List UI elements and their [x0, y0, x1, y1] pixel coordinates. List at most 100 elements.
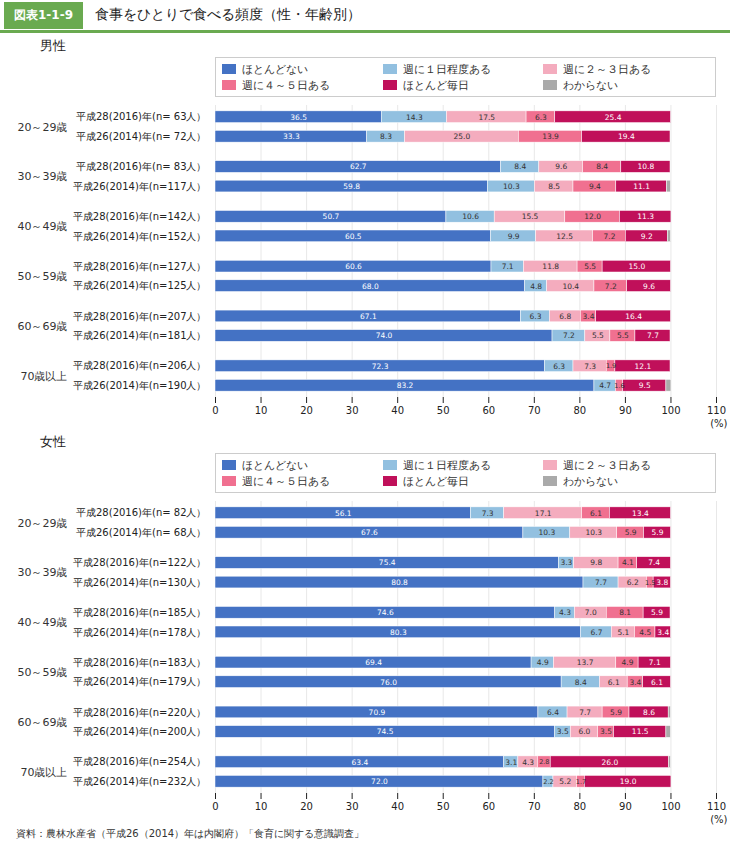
svg-text:7.1: 7.1	[502, 262, 514, 271]
svg-text:11.1: 11.1	[633, 182, 650, 191]
svg-text:100: 100	[661, 801, 680, 812]
svg-text:11.5: 11.5	[632, 727, 649, 736]
svg-text:10.3: 10.3	[503, 182, 520, 191]
svg-text:6.8: 6.8	[559, 312, 571, 321]
svg-text:70: 70	[528, 801, 541, 812]
svg-text:4.9: 4.9	[621, 658, 633, 667]
svg-text:110: 110	[707, 405, 726, 416]
svg-text:1.9: 1.9	[606, 362, 616, 370]
svg-text:20～29歳: 20～29歳	[18, 517, 68, 530]
svg-text:6.0: 6.0	[578, 727, 590, 736]
svg-text:56.1: 56.1	[335, 509, 352, 518]
svg-text:74.0: 74.0	[376, 331, 393, 340]
svg-text:20: 20	[300, 405, 313, 416]
svg-text:17.1: 17.1	[535, 509, 552, 518]
svg-text:6.3: 6.3	[529, 312, 541, 321]
svg-text:平成26(2014)年(n=125人）: 平成26(2014)年(n=125人）	[73, 280, 207, 291]
svg-text:10.3: 10.3	[538, 528, 555, 537]
svg-text:80: 80	[573, 801, 586, 812]
svg-text:8.5: 8.5	[548, 182, 560, 191]
svg-text:8.4: 8.4	[596, 162, 608, 171]
svg-text:6.3: 6.3	[553, 362, 565, 371]
svg-text:平成28(2016)年(n= 83人）: 平成28(2016)年(n= 83人）	[76, 161, 207, 172]
svg-text:5.9: 5.9	[610, 708, 622, 717]
svg-text:80: 80	[573, 405, 586, 416]
svg-text:50～59歳: 50～59歳	[18, 666, 68, 679]
svg-text:10: 10	[255, 801, 268, 812]
svg-text:7.4: 7.4	[648, 558, 660, 567]
svg-text:7.7: 7.7	[579, 708, 591, 717]
svg-text:10.3: 10.3	[585, 528, 602, 537]
svg-text:平成26(2014)年(n=200人）: 平成26(2014)年(n=200人）	[73, 726, 207, 737]
svg-text:8.4: 8.4	[575, 678, 587, 687]
svg-text:平成28(2016)年(n= 82人）: 平成28(2016)年(n= 82人）	[76, 507, 207, 518]
svg-text:4.5: 4.5	[639, 628, 651, 637]
svg-text:14.3: 14.3	[406, 113, 423, 122]
svg-text:6.4: 6.4	[547, 708, 559, 717]
svg-text:平成28(2016)年(n=206人）: 平成28(2016)年(n=206人）	[73, 360, 207, 371]
svg-text:平成28(2016)年(n=185人）: 平成28(2016)年(n=185人）	[73, 607, 207, 618]
svg-text:60: 60	[482, 801, 495, 812]
svg-text:5.9: 5.9	[652, 528, 664, 537]
svg-text:59.8: 59.8	[343, 182, 360, 191]
svg-text:平成26(2014)年(n=179人）: 平成26(2014)年(n=179人）	[73, 676, 207, 687]
svg-text:62.7: 62.7	[350, 162, 367, 171]
svg-text:40～49歳: 40～49歳	[18, 616, 68, 629]
svg-text:1.7: 1.7	[576, 778, 586, 786]
svg-text:50: 50	[437, 801, 450, 812]
svg-text:7.2: 7.2	[605, 282, 617, 291]
svg-text:70歳以上: 70歳以上	[21, 370, 68, 383]
svg-text:7.3: 7.3	[482, 509, 494, 518]
svg-text:16.4: 16.4	[625, 312, 642, 321]
svg-text:10.8: 10.8	[638, 162, 655, 171]
svg-text:74.6: 74.6	[377, 608, 394, 617]
svg-text:60: 60	[482, 405, 495, 416]
svg-text:9.4: 9.4	[589, 182, 601, 191]
svg-text:40～49歳: 40～49歳	[18, 220, 68, 233]
svg-text:1.6: 1.6	[614, 382, 624, 390]
svg-text:80.3: 80.3	[390, 628, 407, 637]
svg-text:6.1: 6.1	[608, 678, 620, 687]
svg-text:10.6: 10.6	[462, 212, 479, 221]
svg-text:3.5: 3.5	[600, 727, 612, 736]
svg-text:平成28(2016)年(n=220人）: 平成28(2016)年(n=220人）	[73, 707, 207, 718]
svg-text:平成28(2016)年(n=207人）: 平成28(2016)年(n=207人）	[73, 311, 207, 322]
svg-text:3.4: 3.4	[583, 312, 595, 321]
svg-text:100: 100	[661, 405, 680, 416]
svg-text:2.8: 2.8	[539, 758, 549, 766]
svg-text:36.5: 36.5	[290, 113, 307, 122]
svg-text:110: 110	[707, 801, 726, 812]
svg-text:76.0: 76.0	[380, 678, 397, 687]
svg-text:9.2: 9.2	[641, 232, 653, 241]
svg-text:25.0: 25.0	[454, 132, 471, 141]
svg-text:10.4: 10.4	[562, 282, 579, 291]
svg-text:0: 0	[212, 405, 218, 416]
svg-text:5.5: 5.5	[592, 331, 604, 340]
svg-text:平成28(2016)年(n= 63人）: 平成28(2016)年(n= 63人）	[76, 111, 207, 122]
svg-text:9.5: 9.5	[639, 381, 651, 390]
svg-text:25.4: 25.4	[605, 113, 622, 122]
svg-text:7.0: 7.0	[585, 608, 597, 617]
svg-text:6.2: 6.2	[627, 578, 639, 587]
svg-text:9.9: 9.9	[508, 232, 520, 241]
svg-text:50～59歳: 50～59歳	[18, 270, 68, 283]
svg-text:7.3: 7.3	[584, 362, 596, 371]
svg-text:6.1: 6.1	[651, 678, 663, 687]
svg-text:7.2: 7.2	[563, 331, 575, 340]
svg-text:30: 30	[346, 801, 359, 812]
svg-text:平成26(2014)年(n=152人）: 平成26(2014)年(n=152人）	[73, 231, 207, 242]
svg-text:20～29歳: 20～29歳	[18, 121, 68, 134]
svg-text:60.5: 60.5	[345, 232, 362, 241]
svg-text:30～39歳: 30～39歳	[18, 566, 68, 579]
svg-text:50: 50	[437, 405, 450, 416]
svg-text:17.5: 17.5	[478, 113, 495, 122]
svg-text:70歳以上: 70歳以上	[21, 766, 68, 779]
svg-text:83.2: 83.2	[397, 381, 414, 390]
svg-text:平成26(2014)年(n= 68人）: 平成26(2014)年(n= 68人）	[76, 527, 207, 538]
svg-text:72.3: 72.3	[372, 362, 389, 371]
svg-text:67.1: 67.1	[360, 312, 377, 321]
svg-text:3.5: 3.5	[557, 727, 569, 736]
svg-text:72.0: 72.0	[371, 777, 388, 786]
svg-text:4.7: 4.7	[599, 381, 611, 390]
svg-text:10: 10	[255, 405, 268, 416]
